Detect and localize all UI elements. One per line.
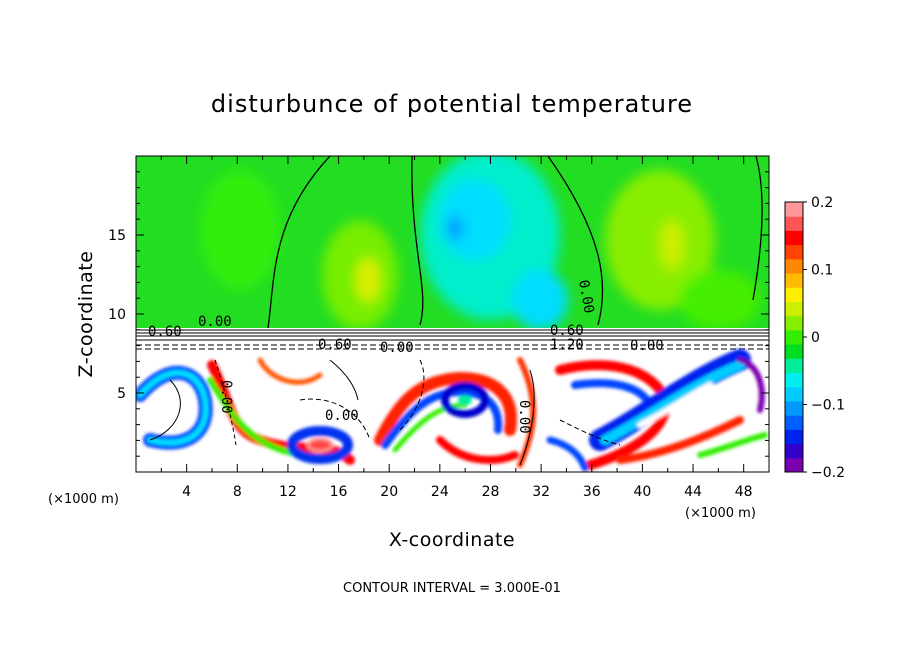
lower-field-features [136,349,768,472]
contour-label: 1.20 [550,337,584,353]
colorbar-tick-label: −0.1 [811,398,845,414]
y-unit-label: (×1000 m) [48,492,119,507]
colorbar-swatch [785,443,803,459]
x-unit-label: (×1000 m) [685,506,756,521]
contour-label: 0.60 [550,323,584,339]
colorbar-tick-label: −0.2 [811,465,845,481]
colorbar-swatch [785,329,803,345]
x-tick-label: 28 [482,484,500,500]
contour-label: 0.00 [198,314,232,330]
x-tick-label: 32 [532,484,550,500]
contour-label: 0.00 [325,408,359,424]
interface-lines [136,329,769,350]
x-tick-label: 20 [380,484,398,500]
colorbar-swatch [785,202,803,217]
lower-contours [149,359,621,466]
colorbar-swatch [785,386,803,402]
colorbar-swatch [785,358,803,374]
colorbar-swatch [785,258,803,274]
contour-label: 0.60 [318,337,352,353]
x-tick-label: 40 [633,484,651,500]
colorbar-swatch [785,344,803,359]
y-tick-label: 15 [108,228,126,244]
x-tick-label: 12 [279,484,297,500]
colorbar-tick-label: 0.1 [811,263,833,279]
y-tick-label: 10 [108,307,126,323]
colorbar-swatch [785,429,803,445]
colorbar-swatch [785,287,803,302]
x-tick-label: 4 [182,484,191,500]
x-axis: 4 8 12 16 20 24 28 32 36 40 44 48 [160,156,770,500]
x-tick-label: 16 [330,484,348,500]
colorbar: 0.2 0.1 0 −0.1 −0.2 [784,195,845,481]
x-tick-label: 44 [684,484,702,500]
x-tick-label: 48 [735,484,753,500]
colorbar-swatch [785,372,803,388]
contour-label: 0.00 [380,340,414,356]
colorbar-swatch [785,457,803,473]
x-axis-title: X-coordinate [389,529,515,551]
contour-label: 0.00 [575,279,597,315]
colorbar-tick-label: 0 [811,330,820,346]
contour-label: 0.00 [218,380,234,414]
colorbar-swatch [785,230,803,246]
plot-area [136,156,769,472]
upper-field-features [200,156,760,330]
colorbar-swatch [785,400,803,416]
contour-label: 0.00 [630,338,664,354]
y-axis-title: Z-coordinate [75,251,97,378]
colorbar-swatch [785,301,803,317]
colorbar-swatch [785,216,803,231]
x-tick-label: 24 [431,484,449,500]
x-tick-label: 8 [233,484,242,500]
colorbar-swatch [785,244,803,260]
interface-band [136,328,769,350]
colorbar-tick-label: 0.2 [811,195,833,211]
colorbar-swatch [785,315,803,331]
chart-title: disturbunce of potential temperature [211,90,693,118]
contour-label-layer: 0.00 0.00 0.60 0.00 0.00 0.60 0.60 1.20 … [148,279,664,434]
colorbar-swatch [785,273,803,288]
contour-label: 0.00 [516,400,532,434]
y-tick-label: 5 [117,386,126,402]
colorbar-swatch [785,415,803,430]
upper-contours [267,156,763,329]
y-axis: 5 10 15 [108,171,769,457]
contour-label: 0.60 [148,324,182,340]
contour-interval-note: CONTOUR INTERVAL = 3.000E-01 [343,581,561,596]
x-tick-label: 36 [583,484,601,500]
